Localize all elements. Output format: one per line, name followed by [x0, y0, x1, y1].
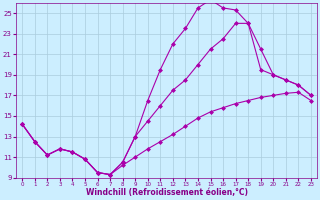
X-axis label: Windchill (Refroidissement éolien,°C): Windchill (Refroidissement éolien,°C) — [85, 188, 248, 197]
